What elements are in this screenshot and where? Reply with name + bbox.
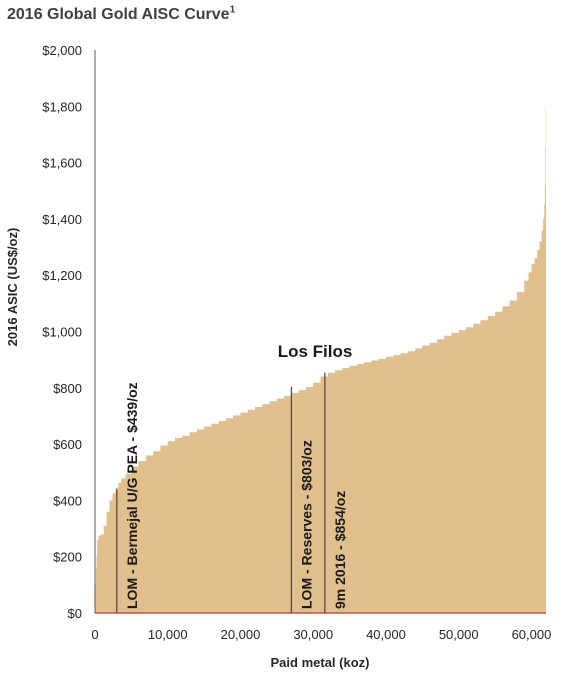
x-tick-label: 10,000 xyxy=(148,627,188,642)
y-tick-label: $1,400 xyxy=(42,212,82,227)
x-tick-label: 60,000 xyxy=(512,627,552,642)
y-tick-label: $1,800 xyxy=(42,99,82,114)
x-tick-label: 50,000 xyxy=(439,627,479,642)
annotation-label: LOM - Bermejal U/G PEA - $439/oz xyxy=(124,382,140,609)
annotation-label: 9m 2016 - $854/oz xyxy=(332,491,348,609)
y-tick-label: $1,200 xyxy=(42,268,82,283)
y-tick-label: $400 xyxy=(53,493,82,508)
y-tick-label: $800 xyxy=(53,381,82,396)
plot-area xyxy=(94,50,546,614)
y-axis-label: 2016 ASIC (US$/oz) xyxy=(5,228,20,347)
x-tick-label: 20,000 xyxy=(221,627,261,642)
chart-title-footnote: 1 xyxy=(229,4,236,16)
x-tick-label: 40,000 xyxy=(366,627,406,642)
chart-title: 2016 Global Gold AISC Curve1 xyxy=(7,4,236,24)
y-tick-label: $1,600 xyxy=(42,156,82,171)
annotation-label: LOM - Reserves - $803/oz xyxy=(298,440,314,609)
y-axis-ticks: $0 $200 $400 $600 $800 $1,000 $1,200 $1,400 $1,6… xyxy=(42,43,82,621)
y-tick-label: $2,000 xyxy=(42,43,82,58)
x-tick-label: 0 xyxy=(91,627,98,642)
y-tick-label: $200 xyxy=(53,550,82,565)
chart-title-text: 2016 Global Gold AISC Curve xyxy=(7,6,230,23)
y-tick-label: $600 xyxy=(53,437,82,452)
x-tick-label: 30,000 xyxy=(293,627,333,642)
x-axis-label: Paid metal (koz) xyxy=(271,655,370,670)
x-axis-ticks: 0 10,000 20,000 30,000 40,000 50,000 60,000 xyxy=(91,627,551,642)
y-tick-label: $0 xyxy=(68,606,82,621)
cost-curve-area xyxy=(95,50,546,613)
los-filos-callout: Los Filos xyxy=(278,342,353,361)
y-tick-label: $1,000 xyxy=(42,325,82,340)
annotations: LOM - Bermejal U/G PEA - $439/oz LOM - Re… xyxy=(116,372,348,613)
